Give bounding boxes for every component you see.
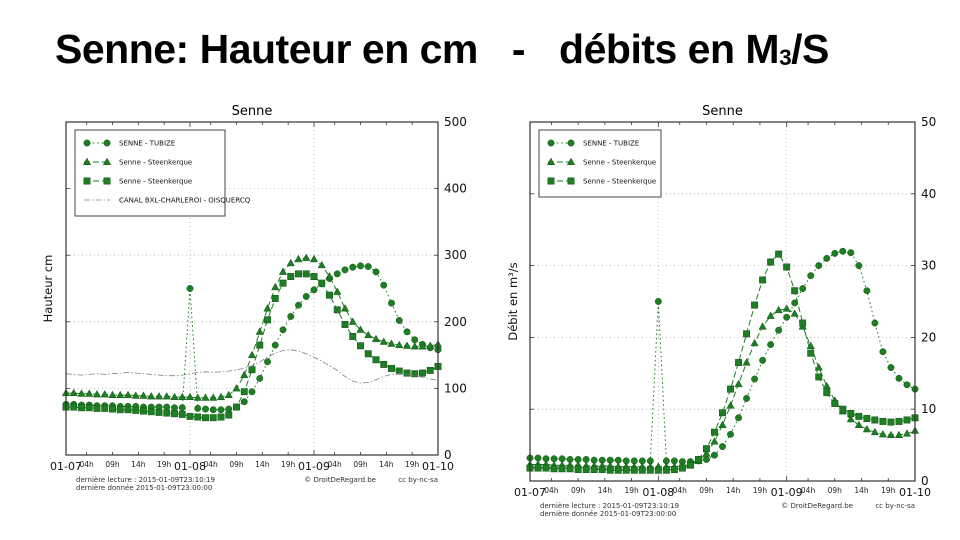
plot-border <box>65 121 439 456</box>
legend-label: SENNE - TUBIZE <box>119 139 175 147</box>
y-tick-label: 10 <box>921 402 936 416</box>
x-hour-label: 19h <box>157 460 172 469</box>
x-hour-label: 14h <box>854 486 869 495</box>
y-tick-label: 200 <box>444 315 467 329</box>
y-axis-label: Hauteur cm <box>41 255 55 323</box>
series-2 <box>526 250 919 474</box>
legend-item-3: CANAL BXL-CHARLEROI - OISQUERCQ <box>84 196 251 204</box>
page-title-left: Senne: Hauteur en cm <box>55 26 478 72</box>
axis-ticks <box>529 122 916 481</box>
axis-ticks <box>65 122 439 455</box>
series-0 <box>526 247 919 466</box>
chart-title: Senne <box>702 104 743 119</box>
footer-last-data: dernière donnée 2015-01-09T23:00:00 <box>76 484 212 492</box>
hauteur-chart-svg: SENNE - TUBIZE Senne - Steenkerque Senne -… <box>41 104 467 492</box>
plot-border <box>529 121 916 482</box>
series-2 <box>62 270 442 422</box>
legend-item-0: SENNE - TUBIZE <box>547 139 639 147</box>
x-day-label: 01-10 <box>422 460 454 473</box>
hauteur-chart: SENNE - TUBIZE Senne - Steenkerque Senne -… <box>40 100 480 520</box>
legend-item-1: Senne - Steenkerque <box>546 157 656 166</box>
y-tick-label: 400 <box>444 182 467 196</box>
y-tick-label: 100 <box>444 381 467 395</box>
y-tick-label: 50 <box>921 115 936 129</box>
x-hour-label: 14h <box>379 460 394 469</box>
debit-chart: SENNE - TUBIZE Senne - Steenkerque Senne -… <box>505 100 949 538</box>
footer-copyright: © DroitDeRegard.be <box>781 502 853 510</box>
y-axis-label: Débit en m³/s <box>506 262 520 340</box>
x-hour-label: 19h <box>624 486 639 495</box>
legend-label: CANAL BXL-CHARLEROI - OISQUERCQ <box>119 196 251 204</box>
legend-label: Senne - Steenkerque <box>583 177 656 185</box>
page-title-separator: - <box>511 26 526 72</box>
footer-copyright: © DroitDeRegard.be <box>304 476 376 484</box>
x-hour-label: 04h <box>80 460 95 469</box>
subscript-3: 3 <box>779 44 792 70</box>
x-day-label: 01-10 <box>899 486 931 499</box>
legend-label: SENNE - TUBIZE <box>583 139 639 147</box>
y-tick-label: 20 <box>921 330 936 344</box>
x-hour-label: 14h <box>726 486 741 495</box>
x-hour-label: 04h <box>673 486 688 495</box>
x-hour-label: 14h <box>255 460 270 469</box>
x-day-label: 01-07 <box>50 460 82 473</box>
page-title-right: débits en M3/S <box>559 26 829 72</box>
footer-license: cc by-nc-sa <box>875 502 915 510</box>
legend-label: Senne - Steenkerque <box>119 177 192 185</box>
y-tick-label: 0 <box>444 448 452 462</box>
x-hour-label: 14h <box>598 486 613 495</box>
x-hour-label: 04h <box>801 486 816 495</box>
x-hour-label: 14h <box>131 460 146 469</box>
page-title: Senne: Hauteur en cm - débits en M3/S <box>55 26 935 73</box>
x-day-label: 01-07 <box>514 486 546 499</box>
footer-last-data: dernière donnée 2015-01-09T23:00:00 <box>540 510 676 518</box>
legend-label: Senne - Steenkerque <box>119 158 192 166</box>
x-hour-label: 19h <box>405 460 420 469</box>
x-hour-label: 04h <box>204 460 219 469</box>
footer-last-read: dernière lecture : 2015-01-09T23:10:19 <box>76 476 215 484</box>
footer-last-read: dernière lecture : 2015-01-09T23:10:19 <box>540 502 679 510</box>
legend: SENNE - TUBIZE Senne - Steenkerque Senne -… <box>74 129 251 217</box>
x-hour-label: 09h <box>699 486 714 495</box>
y-tick-label: 0 <box>921 474 929 488</box>
y-tick-label: 300 <box>444 248 467 262</box>
x-hour-label: 04h <box>544 486 559 495</box>
x-hour-label: 09h <box>571 486 586 495</box>
legend: SENNE - TUBIZE Senne - Steenkerque Senne -… <box>538 129 662 198</box>
x-hour-label: 04h <box>328 460 343 469</box>
x-hour-label: 19h <box>753 486 768 495</box>
legend-item-2: Senne - Steenkerque <box>547 177 656 185</box>
y-tick-label: 40 <box>921 187 936 201</box>
x-hour-label: 09h <box>353 460 368 469</box>
legend-item-1: Senne - Steenkerque <box>82 157 192 166</box>
x-hour-label: 19h <box>281 460 296 469</box>
x-day-label: 01-08 <box>642 486 674 499</box>
legend-label: Senne - Steenkerque <box>583 158 656 166</box>
chart-title: Senne <box>232 104 273 119</box>
x-hour-label: 09h <box>105 460 120 469</box>
x-day-label: 01-09 <box>298 460 330 473</box>
series-0 <box>62 262 442 414</box>
y-tick-label: 500 <box>444 115 467 129</box>
y-tick-label: 30 <box>921 259 936 273</box>
x-day-label: 01-09 <box>771 486 803 499</box>
x-day-label: 01-08 <box>174 460 206 473</box>
x-hour-label: 09h <box>828 486 843 495</box>
series-3 <box>65 349 439 384</box>
x-hour-label: 19h <box>881 486 896 495</box>
series-1 <box>61 253 443 401</box>
legend-item-0: SENNE - TUBIZE <box>83 139 175 147</box>
x-hour-label: 09h <box>229 460 244 469</box>
legend-item-2: Senne - Steenkerque <box>83 177 192 185</box>
debit-chart-svg: SENNE - TUBIZE Senne - Steenkerque Senne -… <box>506 104 936 518</box>
footer-license: cc by-nc-sa <box>398 476 438 484</box>
